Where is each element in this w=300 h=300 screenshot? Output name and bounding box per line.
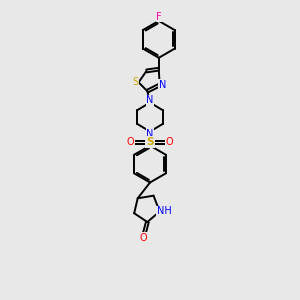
Text: F: F [156, 11, 162, 22]
Text: N: N [146, 95, 154, 106]
Text: O: O [139, 233, 147, 243]
Text: NH: NH [157, 206, 172, 217]
Text: O: O [166, 137, 173, 147]
Text: S: S [132, 77, 139, 87]
Text: S: S [146, 137, 154, 147]
Text: O: O [127, 137, 134, 147]
Text: N: N [159, 80, 166, 90]
Text: N: N [146, 129, 154, 139]
